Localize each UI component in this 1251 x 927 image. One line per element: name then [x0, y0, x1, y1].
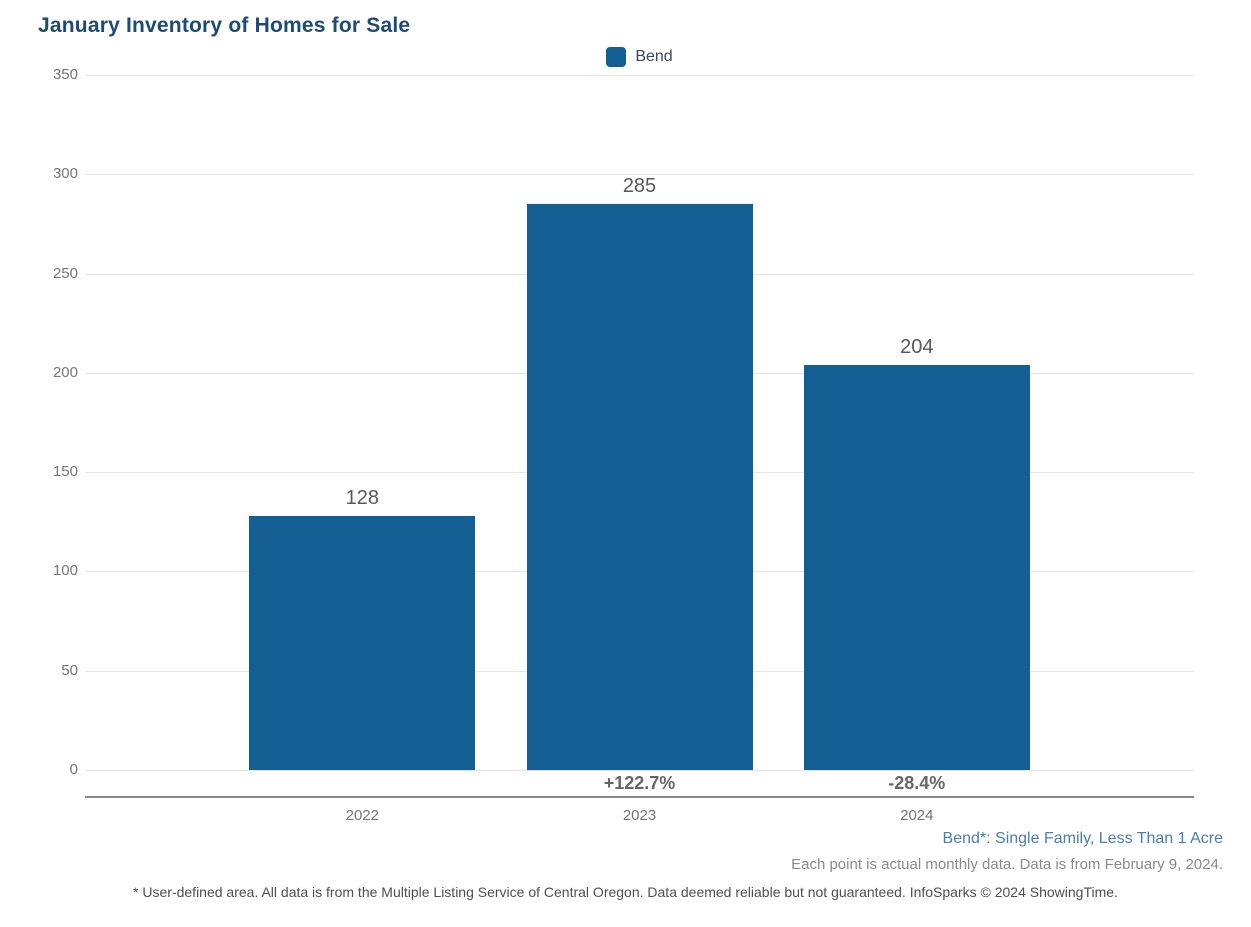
- gridline-350: [85, 75, 1194, 76]
- legend-label-bend: Bend: [635, 48, 673, 65]
- bar-value-label-2024: 204: [900, 335, 934, 358]
- y-axis-tick-label: 150: [52, 463, 78, 481]
- gridline-300: [85, 174, 1194, 176]
- y-axis-tick-label: 300: [52, 165, 78, 183]
- chart-title: January Inventory of Homes for Sale: [38, 14, 411, 37]
- x-axis-tick-label-2024: 2024: [900, 807, 934, 824]
- y-axis-tick-label: 200: [52, 363, 78, 381]
- bar-2024[interactable]: [803, 364, 1030, 770]
- bar-value-label-2022: 128: [345, 486, 379, 509]
- y-axis-tick-label: 0: [69, 761, 78, 778]
- x-axis-tick-label-2022: 2022: [345, 807, 379, 824]
- y-axis-tick-label: 350: [52, 66, 78, 83]
- gridline-0: [85, 770, 1194, 771]
- footnote-disclaimer: * User-defined area. All data is from th…: [133, 884, 1118, 900]
- x-axis-line: [85, 796, 1194, 798]
- bar-2022[interactable]: [249, 515, 476, 770]
- legend[interactable]: Bend: [85, 46, 1194, 68]
- footnote-data-source-date: Each point is actual monthly data. Data …: [791, 856, 1223, 873]
- plot-area: 128 285 204: [85, 75, 1194, 771]
- y-axis-tick-label: 100: [52, 562, 78, 580]
- bar-value-label-2023: 285: [622, 175, 657, 198]
- bar-2023[interactable]: [526, 204, 753, 770]
- legend-swatch-icon: [606, 47, 627, 67]
- footnote-series-definition: Bend*: Single Family, Less Than 1 Acre: [942, 830, 1223, 847]
- percent-change-label-2023: +122.7%: [603, 773, 676, 793]
- x-axis-tick-label-2023: 2023: [622, 807, 657, 824]
- y-axis-tick-label: 50: [61, 661, 78, 679]
- y-axis-tick-label: 250: [52, 264, 78, 282]
- percent-change-label-2024: -28.4%: [888, 773, 946, 793]
